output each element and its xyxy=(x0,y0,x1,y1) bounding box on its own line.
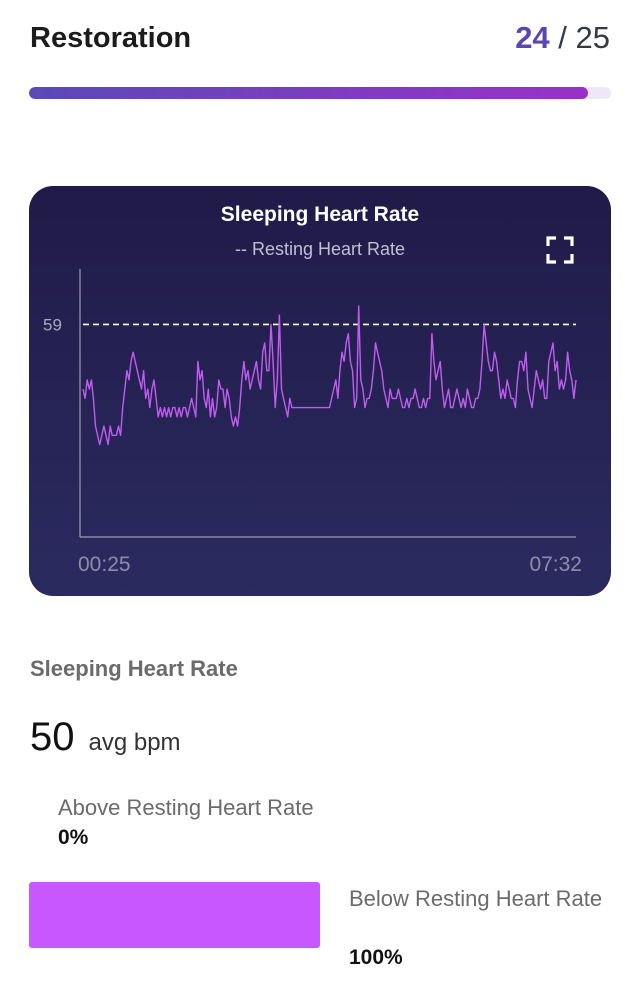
above-resting-percent: 0% xyxy=(58,826,89,849)
y-tick-label: 59 xyxy=(43,315,62,334)
heart-rate-chart-card: 59 00:25 07:32 Sleeping Heart Rate -- Re… xyxy=(29,186,611,596)
chart-title: Sleeping Heart Rate xyxy=(220,203,420,226)
heart-rate-series-line xyxy=(82,305,577,446)
average-bpm: 50 avg bpm xyxy=(30,715,181,760)
score-value: 24 xyxy=(515,20,550,55)
avg-bpm-unit: avg bpm xyxy=(88,729,181,756)
below-resting-label: Below Resting Heart Rate xyxy=(349,886,603,911)
expand-button[interactable] xyxy=(545,235,575,265)
section-title: Sleeping Heart Rate xyxy=(30,656,238,681)
restoration-progress-bar xyxy=(29,87,611,99)
x-tick-label-start: 00:25 xyxy=(78,553,131,576)
below-resting-bar xyxy=(29,882,320,948)
x-tick-label-end: 07:32 xyxy=(529,553,582,576)
expand-icon xyxy=(546,236,574,264)
score-max: 25 xyxy=(575,20,610,55)
below-resting-percent: 100% xyxy=(349,946,403,969)
avg-bpm-value: 50 xyxy=(30,715,75,759)
heart-rate-chart: 59 00:25 07:32 xyxy=(43,269,582,576)
header-title: Restoration xyxy=(30,22,192,54)
restoration-score: 24 / 25 xyxy=(515,20,610,56)
chart-legend: -- Resting Heart Rate xyxy=(234,239,406,259)
restoration-progress-fill xyxy=(29,87,588,99)
score-separator: / xyxy=(549,20,576,55)
above-resting-label: Above Resting Heart Rate xyxy=(58,795,314,820)
